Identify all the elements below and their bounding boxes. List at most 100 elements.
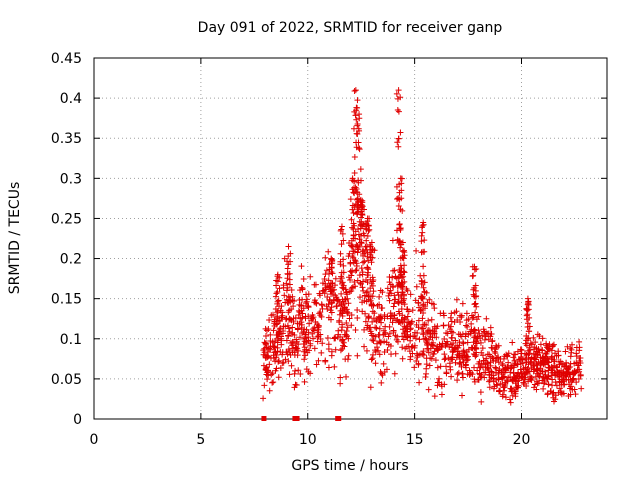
data-point — [419, 315, 426, 322]
data-point — [539, 347, 546, 354]
data-point — [533, 360, 540, 367]
data-point — [369, 318, 376, 325]
data-point — [319, 288, 326, 295]
data-point — [328, 348, 335, 355]
data-point — [400, 255, 407, 262]
data-point — [510, 376, 517, 383]
data-point — [509, 339, 516, 346]
data-point — [525, 347, 532, 354]
data-point — [572, 391, 579, 398]
data-point — [294, 320, 301, 327]
data-point — [337, 302, 344, 309]
data-point — [368, 302, 375, 309]
data-point — [394, 196, 401, 203]
data-point — [302, 300, 309, 307]
data-point — [325, 248, 332, 255]
data-point — [387, 281, 394, 288]
data-point — [480, 357, 487, 364]
data-point — [559, 361, 566, 368]
data-point — [560, 381, 567, 388]
data-point — [367, 297, 374, 304]
data-point — [542, 371, 549, 378]
data-point — [523, 383, 530, 390]
data-point — [331, 363, 338, 370]
data-point — [420, 325, 427, 332]
data-point — [397, 320, 404, 327]
data-point — [358, 240, 365, 247]
data-point — [334, 297, 341, 304]
data-point — [409, 343, 416, 350]
data-point — [386, 274, 393, 281]
data-point — [273, 352, 280, 359]
data-point — [568, 346, 575, 353]
data-point — [289, 349, 296, 356]
data-point — [343, 373, 350, 380]
data-point — [419, 229, 426, 236]
data-point — [372, 360, 379, 367]
data-point — [400, 273, 407, 280]
data-point — [556, 378, 563, 385]
data-point — [454, 351, 461, 358]
data-point — [448, 373, 455, 380]
data-point — [398, 195, 405, 202]
data-point — [453, 296, 460, 303]
data-point — [302, 334, 309, 341]
data-point — [339, 337, 346, 344]
data-point — [554, 363, 561, 370]
data-point — [369, 337, 376, 344]
data-point — [531, 346, 538, 353]
data-point — [359, 284, 366, 291]
data-point — [449, 344, 456, 351]
data-point — [496, 387, 503, 394]
data-point — [389, 237, 396, 244]
data-point — [353, 107, 360, 114]
data-point — [420, 272, 427, 279]
data-point — [395, 87, 402, 94]
data-point — [378, 370, 385, 377]
data-point — [306, 320, 313, 327]
data-point — [532, 356, 539, 363]
data-point — [464, 323, 471, 330]
data-point — [283, 337, 290, 344]
data-point — [365, 315, 372, 322]
data-point — [360, 252, 367, 259]
data-point — [316, 290, 323, 297]
data-point — [352, 258, 359, 265]
data-point — [565, 393, 572, 400]
data-point — [399, 248, 406, 255]
data-point — [476, 364, 483, 371]
data-point — [542, 353, 549, 360]
data-point — [337, 374, 344, 381]
data-point — [542, 350, 549, 357]
data-point — [454, 316, 461, 323]
data-point — [325, 301, 332, 308]
data-point — [545, 345, 552, 352]
data-point — [526, 344, 533, 351]
data-point — [562, 348, 569, 355]
data-point — [396, 318, 403, 325]
data-point — [520, 379, 527, 386]
data-point — [307, 340, 314, 347]
data-point — [286, 307, 293, 314]
data-point — [458, 314, 465, 321]
data-point — [268, 312, 275, 319]
zero-value-marker — [336, 416, 342, 421]
data-point — [488, 331, 495, 338]
data-point — [357, 294, 364, 301]
data-point — [422, 335, 429, 342]
data-point — [492, 346, 499, 353]
data-point — [318, 349, 325, 356]
data-point — [524, 295, 531, 302]
data-point — [355, 226, 362, 233]
data-point — [378, 305, 385, 312]
data-point — [310, 327, 317, 334]
data-point — [262, 340, 269, 347]
data-point — [368, 280, 375, 287]
data-point — [576, 338, 583, 345]
data-point — [356, 231, 363, 238]
data-point — [354, 120, 361, 127]
data-point — [367, 384, 374, 391]
data-point — [339, 345, 346, 352]
data-point — [301, 378, 308, 385]
data-point — [275, 374, 282, 381]
